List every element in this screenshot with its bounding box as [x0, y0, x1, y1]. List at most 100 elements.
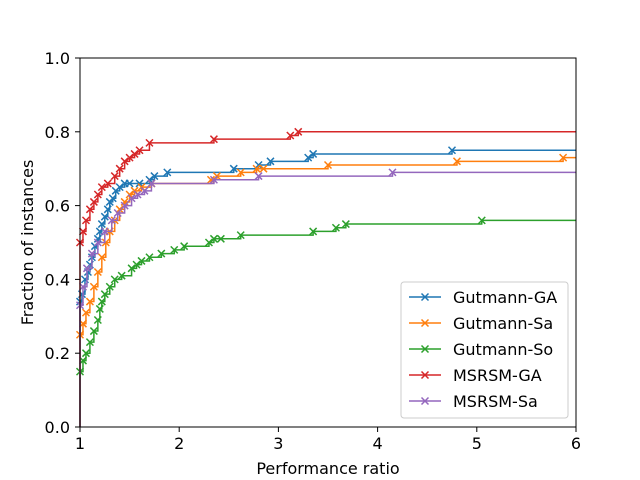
- x-tick-label: 4: [373, 434, 383, 453]
- data-point: [108, 194, 117, 203]
- data-point: [447, 146, 457, 155]
- legend-item-gutmann-sa: Gutmann-Sa: [409, 314, 553, 333]
- data-point: [559, 153, 568, 162]
- series-line: [79, 156, 576, 427]
- data-point: [87, 249, 96, 258]
- x-tick-label: 1: [75, 434, 85, 453]
- legend-item-gutmann-ga: Gutmann-GA: [409, 288, 557, 307]
- data-point: [304, 153, 313, 162]
- data-point: [101, 238, 110, 247]
- data-point: [82, 264, 91, 273]
- legend: Gutmann-GA Gutmann-Sa Gutmann-So MSRSM-GA MS…: [400, 281, 569, 419]
- data-point: [85, 297, 94, 306]
- data-point: [163, 168, 172, 177]
- data-point: [93, 315, 102, 325]
- legend-label: MSRSM-GA: [453, 366, 542, 385]
- data-point: [130, 149, 139, 158]
- data-point: [294, 127, 303, 136]
- data-point: [309, 149, 318, 158]
- data-point: [100, 227, 109, 236]
- data-point: [209, 234, 218, 243]
- data-point: [78, 227, 88, 236]
- data-point: [266, 157, 275, 166]
- data-point: [236, 231, 245, 240]
- data-point: [259, 164, 268, 173]
- data-point: [125, 179, 134, 188]
- data-point: [97, 297, 106, 306]
- legend-item-msrsm-ga: MSRSM-GA: [409, 366, 542, 385]
- legend-marker: [420, 396, 430, 406]
- data-point: [147, 179, 156, 188]
- x-tick-label: 5: [472, 434, 482, 453]
- data-point: [133, 190, 142, 199]
- legend-marker: [420, 370, 430, 380]
- series-line: [79, 219, 576, 427]
- data-point: [120, 157, 129, 166]
- data-point: [115, 164, 124, 173]
- data-point: [115, 183, 124, 192]
- legend-label: Gutmann-So: [453, 340, 553, 359]
- y-axis-label: Fraction of instances: [18, 160, 37, 326]
- y-tick-label: 0.6: [45, 197, 70, 216]
- x-tick-label: 6: [571, 434, 581, 453]
- legend-label: Gutmann-Sa: [453, 314, 553, 333]
- data-point: [89, 197, 98, 206]
- x-tick-label: 3: [273, 434, 283, 453]
- data-point: [93, 190, 102, 199]
- data-point: [81, 308, 90, 317]
- legend-item-gutmann-so: Gutmann-So: [409, 340, 553, 359]
- data-point: [85, 205, 94, 214]
- data-point: [286, 131, 295, 140]
- legend-label: MSRSM-Sa: [453, 392, 538, 411]
- data-point: [132, 260, 141, 269]
- axes-layer: [79, 57, 577, 428]
- data-point: [110, 172, 119, 181]
- data-point: [127, 264, 136, 273]
- data-point: [209, 135, 218, 144]
- series-layer: [75, 127, 576, 427]
- data-point: [254, 172, 263, 181]
- data-point: [97, 220, 106, 229]
- data-point: [97, 183, 106, 192]
- data-point: [103, 205, 112, 214]
- data-point: [309, 227, 318, 236]
- data-point: [145, 253, 154, 262]
- x-axis-label: Performance ratio: [256, 459, 399, 478]
- data-point: [81, 216, 90, 225]
- data-point: [110, 275, 119, 284]
- data-point: [252, 164, 261, 173]
- data-point: [125, 153, 134, 162]
- series-msrsm-ga: [75, 127, 576, 427]
- y-tick-label: 1.0: [45, 49, 70, 68]
- data-point: [229, 164, 238, 173]
- data-point: [135, 146, 144, 155]
- data-point: [105, 282, 114, 291]
- data-point: [477, 216, 486, 225]
- y-tick-label: 0.2: [45, 344, 70, 363]
- data-point: [140, 186, 149, 195]
- data-point: [236, 168, 245, 177]
- legend-marker: [420, 318, 430, 328]
- data-point: [103, 179, 112, 188]
- data-point: [93, 267, 102, 277]
- data-point: [78, 282, 88, 291]
- plot-frame: [79, 57, 577, 428]
- x-tick-label: 2: [174, 434, 184, 453]
- data-point: [341, 220, 350, 229]
- series-line: [79, 131, 576, 427]
- y-tick-label: 0.4: [45, 270, 70, 289]
- data-point: [323, 160, 333, 170]
- data-point: [97, 253, 106, 262]
- legend-marker: [420, 344, 430, 354]
- ticks-layer: 1 2 3 4 5 6 0.0 0.2 0.4 0.6 0.8 1.0: [45, 49, 582, 453]
- data-point: [137, 256, 146, 265]
- data-point: [85, 338, 94, 347]
- data-point: [209, 175, 218, 184]
- data-point: [100, 212, 109, 221]
- data-point: [107, 216, 116, 225]
- data-point: [93, 238, 102, 247]
- legend-item-msrsm-sa: MSRSM-Sa: [409, 392, 538, 411]
- series-gutmann-so: [75, 216, 576, 427]
- data-point: [180, 242, 189, 251]
